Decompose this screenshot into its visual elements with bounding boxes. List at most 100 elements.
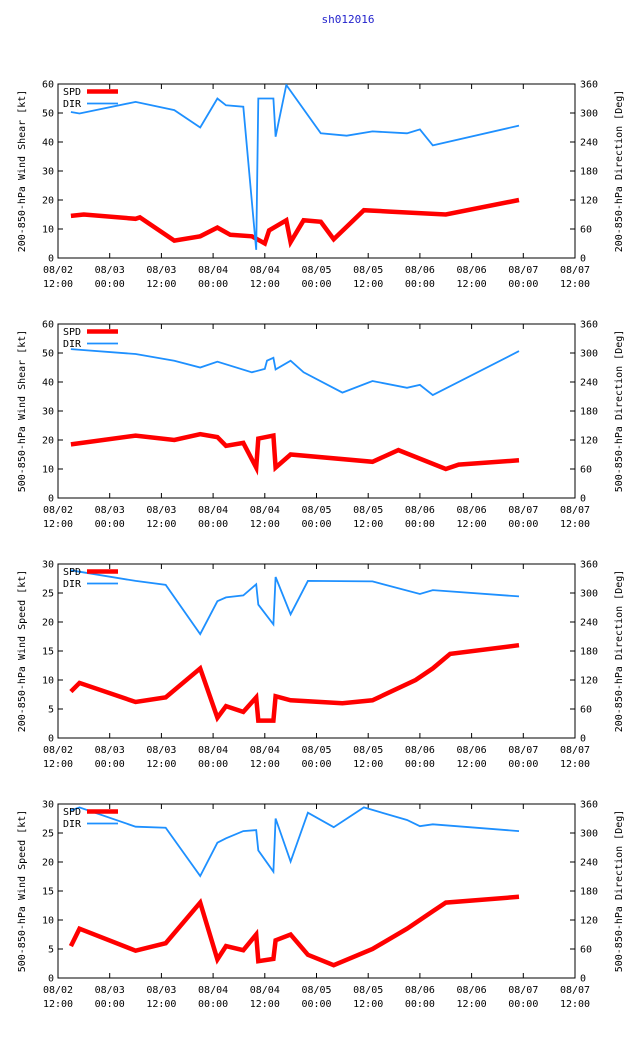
x-tick-time: 00:00 [95,519,125,530]
y-tick-label: 25 [42,589,54,600]
x-tick-date: 08/06 [405,505,435,516]
y-tick-label: 15 [42,647,54,658]
spd-series-line [68,894,520,968]
y2-tick-label: 240 [580,378,598,389]
y-tick-label: 50 [42,349,54,360]
x-tick-date: 08/03 [95,505,125,516]
x-tick-date: 08/06 [457,505,487,516]
y-tick-label: 5 [48,945,54,956]
y-tick-label: 60 [42,320,54,331]
x-tick-date: 08/03 [146,265,176,276]
x-tick-time: 00:00 [508,759,538,770]
y2-tick-label: 180 [580,647,598,658]
y2-tick-label: 180 [580,167,598,178]
y-tick-label: 10 [42,916,54,927]
x-tick-time: 00:00 [405,519,435,530]
chart-title: sh012016 [321,13,375,26]
x-tick-time: 12:00 [146,999,176,1010]
x-tick-time: 12:00 [353,759,383,770]
y-tick-label: 40 [42,378,54,389]
x-tick-date: 08/05 [301,985,331,996]
x-tick-date: 08/04 [198,505,228,516]
y-tick-label: 10 [42,676,54,687]
x-tick-date: 08/04 [250,745,280,756]
y2-tick-label: 60 [580,705,592,716]
x-tick-date: 08/03 [146,505,176,516]
x-tick-time: 12:00 [250,759,280,770]
x-tick-date: 08/07 [560,985,590,996]
x-tick-time: 00:00 [301,999,331,1010]
x-tick-time: 12:00 [43,999,73,1010]
y2-tick-label: 240 [580,858,598,869]
panel-3: 05101520253006012018024030036008/0212:00… [17,560,625,771]
y-tick-label: 20 [42,618,54,629]
spd-series-line [69,642,520,723]
x-tick-date: 08/05 [353,265,383,276]
x-tick-time: 00:00 [405,999,435,1010]
x-tick-date: 08/02 [43,265,73,276]
x-tick-time: 00:00 [301,519,331,530]
y-tick-label: 0 [48,254,54,265]
x-tick-date: 08/06 [405,745,435,756]
dir-series-line [70,84,520,250]
y-tick-label: 20 [42,858,54,869]
x-tick-date: 08/02 [43,745,73,756]
y-axis-title: 200-850-hPa Wind Speed [kt] [17,570,28,733]
x-tick-time: 12:00 [457,279,487,290]
x-tick-time: 12:00 [250,999,280,1010]
y-tick-label: 20 [42,196,54,207]
plot-frame [57,563,576,739]
x-tick-date: 08/05 [301,505,331,516]
y2-tick-label: 300 [580,589,598,600]
x-tick-date: 08/05 [301,745,331,756]
y2-tick-label: 120 [580,196,598,207]
dir-series-line [70,569,520,636]
x-tick-time: 00:00 [95,279,125,290]
y2-tick-label: 120 [580,676,598,687]
y2-tick-label: 360 [580,800,598,811]
y2-tick-label: 120 [580,436,598,447]
x-tick-date: 08/03 [95,265,125,276]
y-tick-label: 40 [42,138,54,149]
x-tick-date: 08/06 [457,985,487,996]
x-tick-date: 08/07 [560,265,590,276]
x-tick-time: 12:00 [43,279,73,290]
y-tick-label: 15 [42,887,54,898]
y2-tick-label: 240 [580,618,598,629]
y-tick-label: 50 [42,109,54,120]
panel-2: 0 10 20 30 40 50 60 0 60 120 180 240 300 360 08/02 12:0… [17,320,625,531]
legend-label-dir: DIR [63,99,82,110]
x-tick-date: 08/05 [353,985,383,996]
y-tick-label: 25 [42,829,54,840]
x-tick-time: 00:00 [198,519,228,530]
legend-label-spd: SPD [63,87,81,98]
y2-tick-label: 0 [580,974,586,985]
x-tick-date: 08/07 [508,745,538,756]
x-tick-time: 12:00 [457,519,487,530]
y-tick-label: 30 [42,407,54,418]
x-tick-date: 08/06 [405,265,435,276]
x-tick-time: 00:00 [508,999,538,1010]
x-tick-date: 08/07 [560,505,590,516]
y-tick-label: 5 [48,705,54,716]
spd-series-line [70,197,520,249]
x-tick-date: 08/07 [560,745,590,756]
x-tick-date: 08/07 [508,985,538,996]
y2-axis-title: 200-850-hPa Direction [Deg] [614,570,625,733]
y-tick-label: 30 [42,167,54,178]
y2-tick-label: 180 [580,407,598,418]
x-tick-time: 00:00 [405,279,435,290]
y2-tick-label: 180 [580,887,598,898]
x-tick-date: 08/04 [250,505,280,516]
x-tick-date: 08/05 [301,265,331,276]
x-tick-time: 12:00 [43,519,73,530]
y2-tick-label: 300 [580,109,598,120]
x-tick-time: 12:00 [250,519,280,530]
y-axis-title: 500-850-hPa Wind Speed [kt] [17,810,28,973]
y2-axis-title: 500-850-hPa Direction [Deg] [614,330,625,493]
legend-label-spd: SPD [63,567,81,578]
x-tick-time: 12:00 [43,759,73,770]
x-tick-date: 08/06 [457,745,487,756]
x-tick-time: 12:00 [353,999,383,1010]
